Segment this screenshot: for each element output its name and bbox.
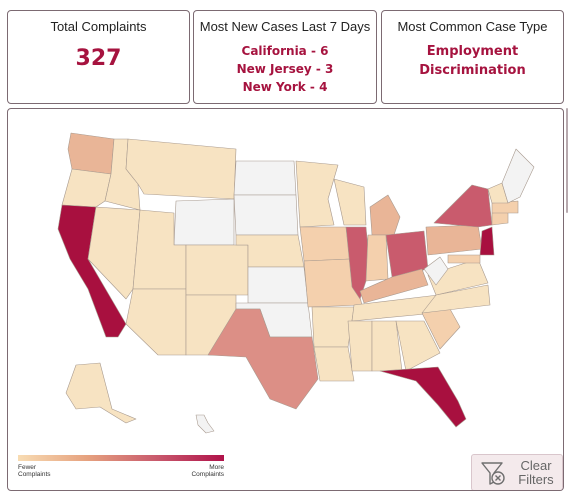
- card-title: Total Complaints: [50, 19, 147, 34]
- state-nj[interactable]: [479, 226, 495, 256]
- state-ky[interactable]: [359, 268, 429, 304]
- adjacent-panel-edge: [566, 108, 568, 213]
- kpi-card-total-complaints: Total Complaints 327: [7, 10, 190, 104]
- state-va[interactable]: [427, 258, 489, 296]
- state-nv[interactable]: [87, 206, 141, 300]
- recent-case-item: New York - 4: [242, 80, 328, 94]
- total-complaints-value: 327: [75, 46, 122, 71]
- state-mn[interactable]: [295, 160, 339, 228]
- recent-case-item: New Jersey - 3: [236, 62, 334, 76]
- clear-filters-label: Filters: [518, 471, 554, 487]
- state-az[interactable]: [125, 288, 187, 356]
- state-tx[interactable]: [207, 308, 319, 410]
- legend-low-line: Fewer: [18, 464, 37, 471]
- state-wy[interactable]: [173, 198, 235, 246]
- state-wv[interactable]: [423, 256, 449, 286]
- case-type-line: Employment: [426, 44, 519, 59]
- legend-gradient-bar: [18, 455, 224, 461]
- state-mi[interactable]: [369, 194, 401, 236]
- us-choropleth-map[interactable]: [8, 109, 564, 491]
- state-hi[interactable]: [195, 414, 215, 434]
- legend-low-label: Fewer Complaints: [18, 464, 51, 478]
- state-in[interactable]: [365, 234, 389, 282]
- case-type-line: Discrimination: [419, 63, 526, 78]
- state-ga[interactable]: [395, 320, 441, 372]
- state-wa[interactable]: [67, 132, 115, 175]
- clear-filters-button[interactable]: Clear Filters: [471, 454, 563, 490]
- state-la[interactable]: [313, 346, 355, 382]
- legend-high-line: More: [209, 464, 224, 471]
- state-ms[interactable]: [347, 320, 373, 372]
- state-co[interactable]: [185, 244, 249, 296]
- state-me[interactable]: [501, 148, 535, 204]
- state-fl[interactable]: [379, 366, 467, 428]
- state-ar[interactable]: [311, 306, 355, 348]
- map-legend: Fewer Complaints More Complaints: [18, 455, 224, 478]
- state-ks[interactable]: [247, 266, 309, 304]
- state-nd[interactable]: [233, 160, 297, 196]
- clear-filters-label: Clear: [520, 457, 552, 473]
- state-ia[interactable]: [299, 226, 351, 262]
- card-title: Most Common Case Type: [397, 19, 548, 34]
- state-md[interactable]: [447, 254, 481, 264]
- state-or[interactable]: [61, 168, 112, 208]
- state-mt[interactable]: [125, 138, 237, 200]
- state-pa[interactable]: [425, 224, 483, 256]
- kpi-card-common-case-type: Most Common Case Type Employment Discrim…: [381, 10, 564, 104]
- card-title: Most New Cases Last 7 Days: [199, 19, 371, 34]
- kpi-card-most-new-cases: Most New Cases Last 7 Days California - …: [193, 10, 377, 104]
- us-map-panel: Fewer Complaints More Complaints Clear F…: [7, 108, 564, 491]
- state-nc[interactable]: [421, 284, 491, 314]
- state-wi[interactable]: [333, 178, 367, 226]
- legend-high-label: More Complaints: [191, 464, 224, 478]
- legend-high-line: Complaints: [191, 471, 224, 478]
- legend-low-line: Complaints: [18, 471, 51, 478]
- recent-case-item: California - 6: [241, 44, 329, 58]
- state-sd[interactable]: [233, 194, 299, 236]
- state-ny[interactable]: [433, 184, 493, 228]
- state-il[interactable]: [345, 226, 371, 300]
- clear-filter-icon: [481, 461, 505, 485]
- state-ak[interactable]: [65, 362, 137, 424]
